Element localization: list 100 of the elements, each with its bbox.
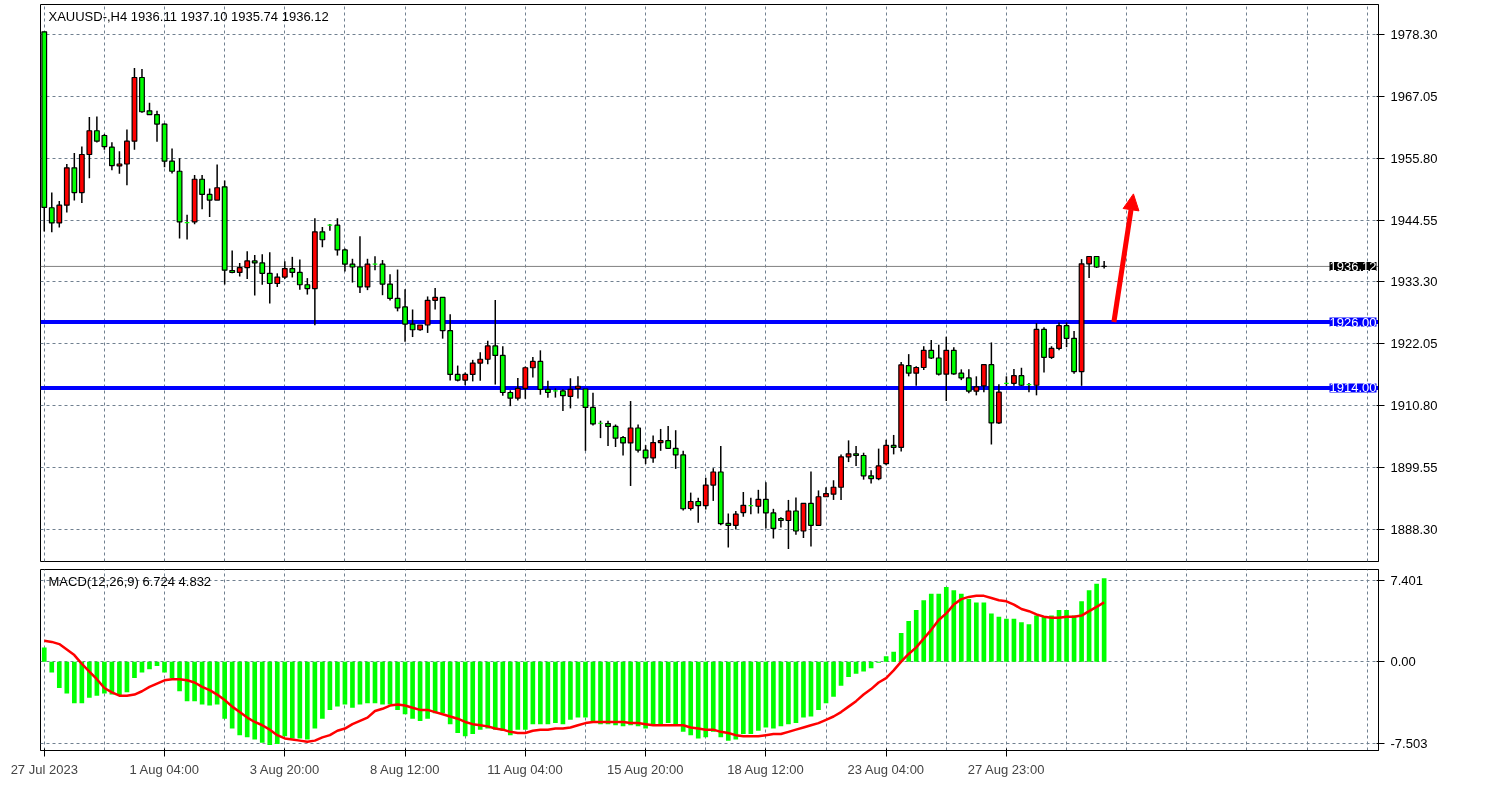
candlestick (770, 508, 777, 540)
bar (733, 661, 739, 740)
bar (568, 661, 573, 720)
bar (538, 661, 543, 725)
bar (259, 661, 265, 743)
candlestick (169, 147, 175, 175)
x-tick-label: 15 Aug 20:00 (606, 761, 684, 777)
candlestick (875, 447, 882, 481)
x-tick-label: 3 Aug 20:00 (249, 761, 320, 777)
x-tick-label: 11 Aug 04:00 (487, 761, 563, 777)
bar (1004, 618, 1009, 662)
bar (861, 661, 866, 672)
bar (958, 593, 964, 662)
bar (816, 661, 821, 710)
bar (523, 661, 528, 730)
bar (41, 647, 47, 662)
bar (485, 661, 491, 729)
bar (710, 661, 716, 732)
bar (222, 661, 227, 719)
candlestick (672, 429, 679, 470)
x-tick-label: 18 Aug 12:00 (727, 761, 804, 777)
y-tick-label: 1967.05 (1390, 89, 1438, 105)
bar (117, 661, 122, 696)
candlestick (732, 510, 739, 531)
bar (725, 661, 731, 741)
candlestick (522, 365, 529, 400)
y-tick-label: 1899.55 (1390, 459, 1438, 475)
bar (921, 600, 927, 662)
bar (440, 661, 445, 714)
y-tick-label: 1888.30 (1390, 521, 1438, 537)
chart-title: MACD(12,26,9) 6.724 4.832 (48, 573, 212, 589)
bar (718, 661, 724, 738)
candlestick (582, 388, 589, 452)
bar (72, 661, 77, 704)
bar (410, 661, 415, 719)
bar (87, 661, 92, 698)
bar (583, 661, 588, 718)
line-series (43, 594, 1106, 743)
bar (974, 602, 979, 662)
bar (455, 661, 461, 733)
ref-line-label: 1926.00 (1329, 314, 1377, 330)
candlestick (296, 258, 303, 291)
bar (492, 661, 498, 730)
candlestick (477, 351, 484, 382)
candlestick (357, 235, 363, 294)
bar (695, 661, 701, 739)
bar (756, 661, 761, 731)
bar (244, 661, 250, 738)
candlestick (590, 392, 596, 427)
candlestick (755, 489, 762, 515)
candlestick (605, 419, 611, 447)
candlestick (808, 470, 814, 548)
bar (598, 661, 603, 725)
y-tick-label: 1910.80 (1390, 398, 1438, 413)
bar (425, 661, 430, 719)
ref-line-label: 1914.00 (1329, 380, 1377, 396)
y-tick-label: -7.503 (1390, 736, 1428, 752)
bar (628, 661, 633, 726)
bar (831, 661, 836, 697)
candlestick (1056, 321, 1062, 352)
bar (252, 661, 258, 740)
bar (703, 661, 709, 738)
bar (64, 661, 70, 694)
bar (673, 661, 678, 725)
candlestick (740, 491, 747, 518)
candlestick (514, 377, 521, 402)
bar (162, 661, 167, 673)
y-tick-label: 1955.80 (1390, 150, 1438, 166)
bar (1064, 610, 1069, 662)
candlestick (1063, 321, 1070, 348)
bar (477, 661, 483, 730)
bar (274, 661, 280, 744)
bar (989, 613, 994, 662)
bar (643, 661, 648, 729)
bar (936, 593, 942, 662)
candlestick (762, 481, 769, 530)
chart-title: XAUUSD-,H4 1936.11 1937.10 1935.74 1936.12 (48, 8, 329, 24)
candlestick (710, 467, 717, 502)
ref-line-label: 1936.12 (1329, 258, 1377, 274)
bar (680, 661, 686, 732)
bar (688, 661, 694, 736)
y-tick-label: 7.401 (1390, 572, 1424, 588)
bar (335, 661, 340, 707)
bar (1094, 583, 1099, 662)
bar (500, 661, 506, 731)
bar (951, 590, 957, 662)
bar (320, 661, 325, 719)
bar (741, 661, 746, 735)
bar (289, 661, 295, 739)
bar (207, 661, 212, 706)
bar (282, 661, 288, 737)
bar (462, 661, 468, 737)
bar (883, 656, 889, 662)
candlestick (544, 380, 551, 399)
x-tick-label: 27 Jul 2023 (10, 761, 78, 777)
bar (56, 661, 62, 688)
bar (1019, 622, 1024, 662)
x-tick-label: 27 Aug 23:00 (967, 761, 1045, 777)
candlestick (702, 476, 709, 511)
bar (846, 661, 851, 677)
